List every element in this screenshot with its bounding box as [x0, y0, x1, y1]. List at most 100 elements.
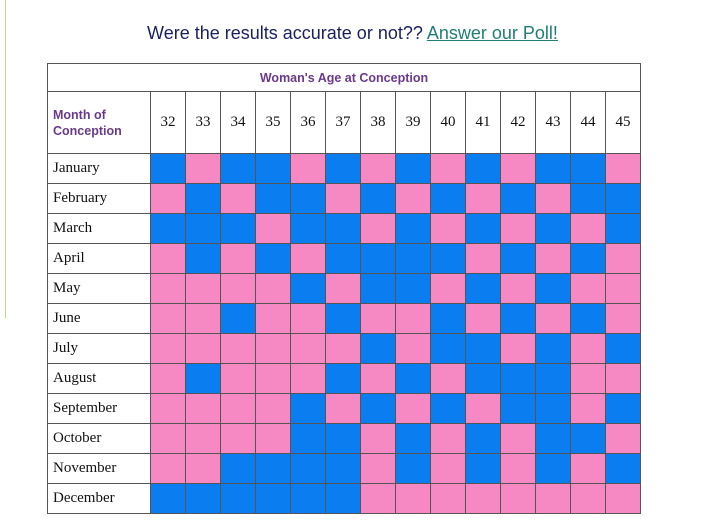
gender-cell-blue: [570, 423, 606, 454]
gender-cell-pink: [185, 333, 221, 364]
gender-cell-pink: [150, 363, 186, 394]
gender-cell-blue: [430, 303, 466, 334]
gender-cell-blue: [325, 213, 361, 244]
gender-cell-pink: [290, 153, 326, 184]
gender-cell-pink: [500, 153, 536, 184]
gender-cell-blue: [430, 333, 466, 364]
gender-cell-pink: [290, 303, 326, 334]
gender-cell-pink: [150, 423, 186, 454]
gender-cell-pink: [325, 333, 361, 364]
gender-cell-blue: [500, 183, 536, 214]
month-label: April: [47, 243, 151, 274]
age-header-37: 37: [325, 91, 361, 154]
gender-cell-blue: [325, 453, 361, 484]
gender-cell-blue: [290, 213, 326, 244]
gender-cell-pink: [570, 453, 606, 484]
gender-cell-pink: [220, 273, 256, 304]
gender-cell-blue: [150, 153, 186, 184]
gender-cell-blue: [500, 363, 536, 394]
gender-cell-pink: [185, 453, 221, 484]
gender-cell-pink: [465, 243, 501, 274]
gender-cell-pink: [185, 153, 221, 184]
gender-cell-pink: [255, 393, 291, 424]
gender-cell-blue: [535, 273, 571, 304]
gender-cell-pink: [395, 183, 431, 214]
gender-cell-blue: [605, 333, 641, 364]
gender-cell-blue: [325, 243, 361, 274]
gender-cell-blue: [220, 483, 256, 514]
gender-cell-blue: [535, 153, 571, 184]
gender-cell-pink: [395, 303, 431, 334]
gender-cell-pink: [430, 423, 466, 454]
gender-cell-blue: [500, 243, 536, 274]
gender-cell-pink: [605, 243, 641, 274]
month-label: May: [47, 273, 151, 304]
table-row: September: [47, 393, 641, 424]
gender-cell-blue: [325, 153, 361, 184]
age-header-42: 42: [500, 91, 536, 154]
gender-cell-pink: [535, 303, 571, 334]
month-column-header: Month of Conception: [47, 91, 151, 154]
gender-cell-pink: [395, 483, 431, 514]
gender-cell-blue: [395, 363, 431, 394]
gender-cell-blue: [395, 213, 431, 244]
poll-prompt: Were the results accurate or not?? Answe…: [0, 21, 705, 45]
answer-poll-link[interactable]: Answer our Poll!: [426, 23, 558, 43]
gender-cell-pink: [150, 303, 186, 334]
gender-cell-pink: [150, 183, 186, 214]
gender-cell-pink: [535, 183, 571, 214]
gender-cell-blue: [535, 213, 571, 244]
gender-cell-pink: [150, 243, 186, 274]
gender-cell-blue: [290, 183, 326, 214]
gender-cell-pink: [185, 303, 221, 334]
gender-prediction-table: Woman's Age at Conception Month of Concep…: [47, 63, 641, 514]
gender-cell-pink: [465, 483, 501, 514]
gender-cell-pink: [360, 363, 396, 394]
gender-cell-pink: [500, 483, 536, 514]
gender-cell-blue: [220, 213, 256, 244]
gender-cell-pink: [605, 153, 641, 184]
age-header-32: 32: [150, 91, 186, 154]
table-title: Woman's Age at Conception: [47, 63, 641, 92]
table-row: June: [47, 303, 641, 334]
gender-cell-pink: [605, 483, 641, 514]
gender-cell-pink: [150, 453, 186, 484]
gender-cell-blue: [465, 273, 501, 304]
gender-cell-blue: [255, 243, 291, 274]
gender-cell-pink: [570, 213, 606, 244]
month-label: August: [47, 363, 151, 394]
gender-cell-blue: [605, 453, 641, 484]
gender-cell-blue: [500, 393, 536, 424]
gender-cell-pink: [605, 423, 641, 454]
gender-cell-blue: [395, 243, 431, 274]
table-row: February: [47, 183, 641, 214]
month-label: March: [47, 213, 151, 244]
gender-cell-pink: [185, 423, 221, 454]
month-label: October: [47, 423, 151, 454]
gender-cell-blue: [465, 213, 501, 244]
gender-cell-blue: [465, 423, 501, 454]
gender-cell-blue: [570, 303, 606, 334]
gender-cell-pink: [605, 363, 641, 394]
gender-cell-blue: [570, 153, 606, 184]
gender-cell-pink: [220, 363, 256, 394]
gender-cell-pink: [430, 273, 466, 304]
gender-cell-blue: [395, 423, 431, 454]
gender-cell-pink: [150, 273, 186, 304]
gender-cell-pink: [220, 393, 256, 424]
gender-cell-blue: [535, 393, 571, 424]
gender-cell-pink: [360, 153, 396, 184]
gender-cell-blue: [290, 273, 326, 304]
gender-cell-pink: [500, 453, 536, 484]
gender-cell-blue: [465, 363, 501, 394]
gender-cell-blue: [500, 303, 536, 334]
gender-cell-pink: [535, 483, 571, 514]
gender-cell-blue: [185, 183, 221, 214]
gender-cell-blue: [220, 303, 256, 334]
gender-cell-pink: [185, 393, 221, 424]
month-label: June: [47, 303, 151, 334]
gender-cell-pink: [465, 303, 501, 334]
gender-cell-pink: [500, 423, 536, 454]
gender-cell-pink: [570, 333, 606, 364]
gender-cell-pink: [395, 333, 431, 364]
